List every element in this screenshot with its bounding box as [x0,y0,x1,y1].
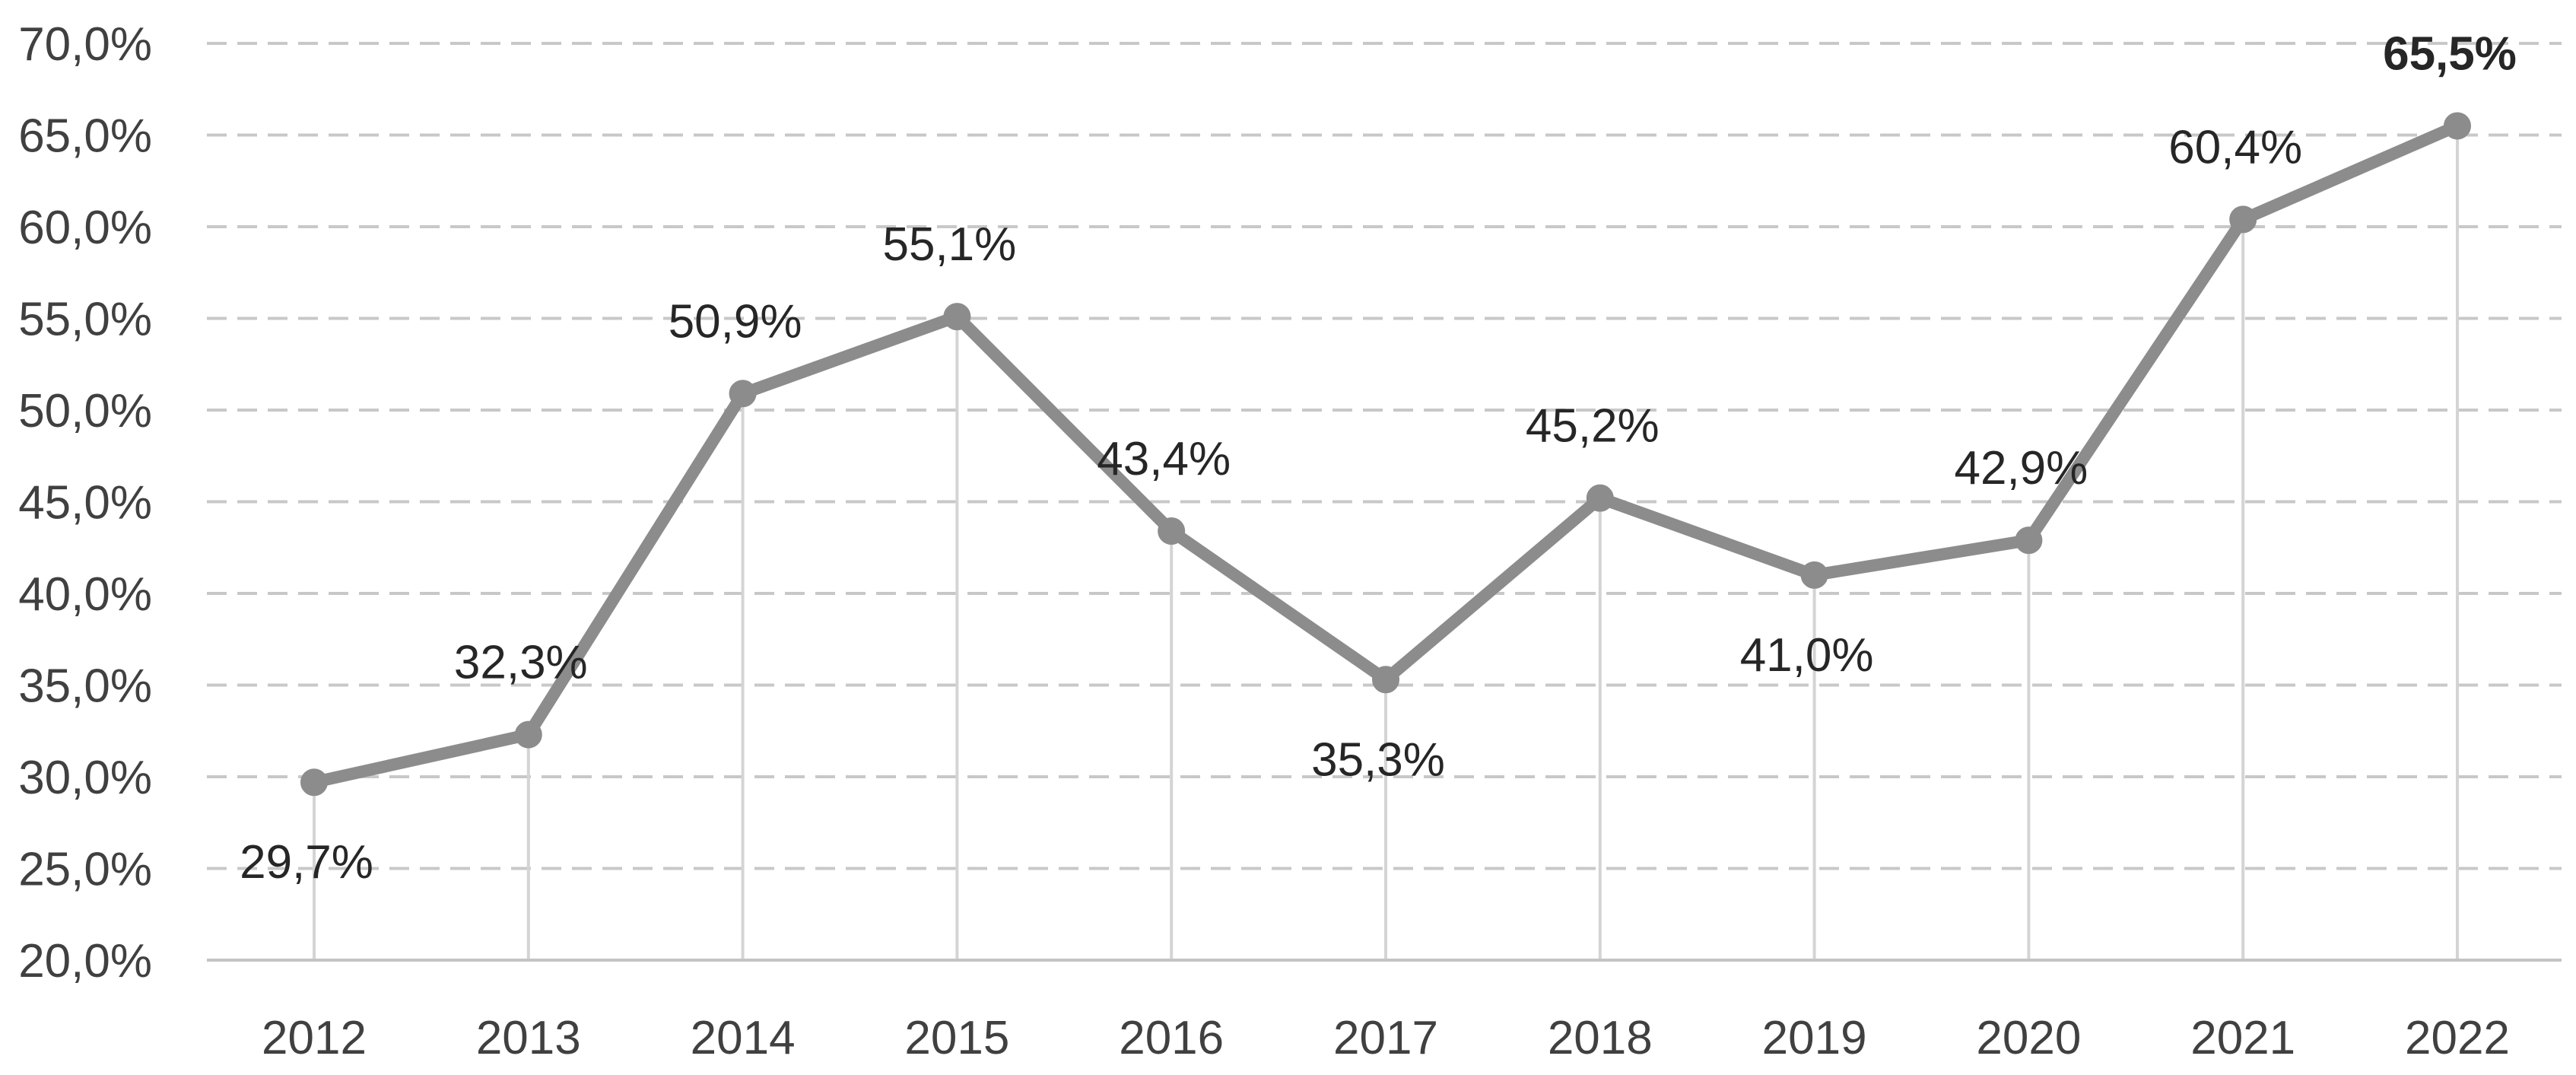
data-label: 43,4% [1097,433,1231,485]
y-tick-label: 35,0% [18,660,152,713]
x-tick-label: 2012 [262,1012,367,1064]
y-tick-label: 25,0% [18,844,152,896]
data-point [2015,526,2043,555]
y-axis-tick-labels: 20,0% 25,0% 30,0% 35,0% 40,0% 45,0% 50,0% 55,0%… [18,18,152,988]
data-label: 32,3% [454,637,588,689]
data-label: 55,1% [882,218,1016,271]
data-point [2229,205,2257,234]
y-tick-label: 60,0% [18,202,152,254]
y-tick-label: 30,0% [18,752,152,804]
grid-lines [207,42,2562,870]
data-point [1158,517,1186,545]
data-label: 60,4% [2168,121,2302,173]
data-point [1372,666,1399,694]
data-label: 50,9% [669,295,802,348]
y-tick-label: 55,0% [18,294,152,346]
x-axis-tick-labels: 2012 2013 2014 2015 2016 2017 2018 2019 2020 2021… [262,1012,2510,1064]
data-point [2444,112,2471,140]
x-tick-label: 2020 [1976,1012,2081,1064]
data-point [514,720,542,749]
data-label: 41,0% [1740,629,1874,682]
y-tick-label: 65,0% [18,110,152,163]
data-label: 42,9% [1954,442,2088,495]
data-point [1800,561,1828,589]
data-label: 45,2% [1526,400,1660,453]
x-tick-label: 2015 [904,1012,1009,1064]
y-tick-label: 45,0% [18,477,152,530]
x-tick-label: 2013 [476,1012,581,1064]
x-tick-label: 2022 [2405,1012,2510,1064]
x-tick-label: 2021 [2190,1012,2295,1064]
y-tick-label: 40,0% [18,568,152,621]
data-markers [300,112,2471,797]
data-label: 29,7% [240,836,373,889]
data-label: 65,5% [2383,27,2517,80]
data-point [943,303,971,331]
y-tick-label: 20,0% [18,935,152,988]
x-tick-label: 2014 [691,1012,796,1064]
data-point [729,380,757,408]
y-tick-label: 50,0% [18,385,152,437]
data-labels: 29,7% 32,3% 50,9% 55,1% 43,4% 35,3% 45,2% 41,0%… [240,27,2517,889]
drop-lines [313,126,2459,960]
data-point [300,768,328,797]
x-tick-label: 2017 [1333,1012,1438,1064]
data-point [1586,484,1614,512]
x-tick-label: 2018 [1548,1012,1653,1064]
x-tick-label: 2016 [1119,1012,1224,1064]
x-tick-label: 2019 [1762,1012,1867,1064]
data-label: 35,3% [1311,733,1445,786]
y-tick-label: 70,0% [18,18,152,71]
